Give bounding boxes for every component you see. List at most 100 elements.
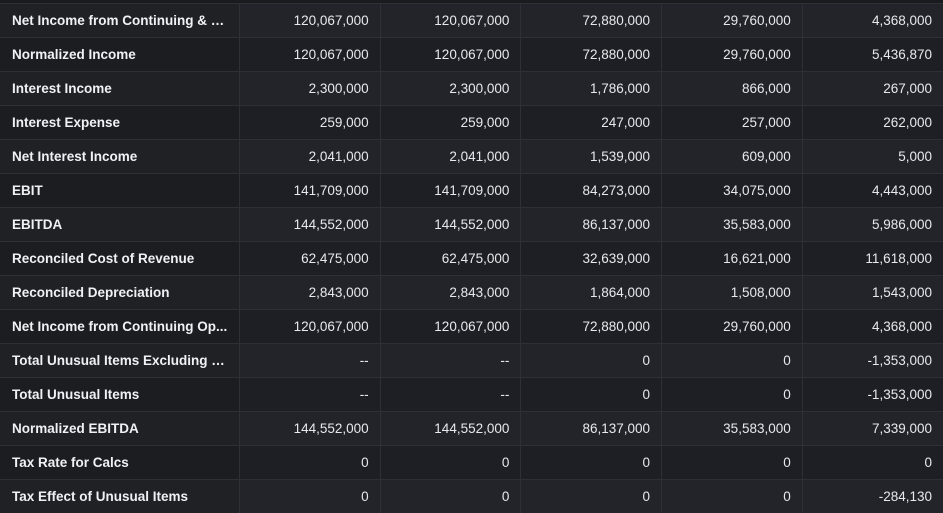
table-row: Tax Effect of Unusual Items 0 0 0 0 -284… — [0, 479, 943, 513]
cell-value: 11,618,000 — [802, 241, 943, 276]
row-label: Interest Expense — [0, 105, 240, 140]
cell-value: 2,041,000 — [380, 139, 522, 174]
cell-value: 120,067,000 — [380, 3, 522, 38]
cell-value: -- — [239, 377, 381, 412]
cell-value: -284,130 — [802, 479, 943, 513]
cell-value: 4,443,000 — [802, 173, 943, 208]
row-label: Tax Rate for Calcs — [0, 445, 240, 480]
financials-table: Net Income from Continuing & D... 120,06… — [0, 3, 943, 513]
cell-value: 120,067,000 — [380, 37, 522, 72]
row-label: Normalized Income — [0, 37, 240, 72]
cell-value: 5,986,000 — [802, 207, 943, 242]
cell-value: 866,000 — [661, 71, 803, 106]
cell-value: 35,583,000 — [661, 207, 803, 242]
table-row: Net Income from Continuing Op... 120,067… — [0, 309, 943, 344]
cell-value: 1,539,000 — [520, 139, 663, 174]
cell-value: 120,067,000 — [239, 37, 381, 72]
cell-value: 2,300,000 — [380, 71, 522, 106]
cell-value: 1,786,000 — [520, 71, 663, 106]
cell-value: 86,137,000 — [520, 207, 663, 242]
table-row: Total Unusual Items Excluding G... -- --… — [0, 343, 943, 378]
cell-value: 0 — [661, 479, 803, 513]
cell-value: 144,552,000 — [239, 411, 381, 446]
cell-value: 0 — [661, 377, 803, 412]
cell-value: 34,075,000 — [661, 173, 803, 208]
cell-value: -- — [239, 343, 381, 378]
table-row: Reconciled Cost of Revenue 62,475,000 62… — [0, 241, 943, 276]
cell-value: 72,880,000 — [520, 3, 663, 38]
cell-value: 29,760,000 — [661, 309, 803, 344]
table-row: Tax Rate for Calcs 0 0 0 0 0 — [0, 445, 943, 480]
cell-value: 120,067,000 — [239, 309, 381, 344]
cell-value: 29,760,000 — [661, 37, 803, 72]
cell-value: 0 — [661, 343, 803, 378]
cell-value: -1,353,000 — [802, 343, 943, 378]
cell-value: 0 — [802, 445, 943, 480]
cell-value: 4,368,000 — [802, 3, 943, 38]
cell-value: 1,508,000 — [661, 275, 803, 310]
table-row: Net Interest Income 2,041,000 2,041,000 … — [0, 139, 943, 174]
cell-value: 2,300,000 — [239, 71, 381, 106]
cell-value: -- — [380, 377, 522, 412]
cell-value: 259,000 — [380, 105, 522, 140]
cell-value: 62,475,000 — [239, 241, 381, 276]
cell-value: 0 — [661, 445, 803, 480]
table-row: Interest Expense 259,000 259,000 247,000… — [0, 105, 943, 140]
row-label: Reconciled Cost of Revenue — [0, 241, 240, 276]
row-label: Net Income from Continuing & D... — [0, 3, 240, 38]
cell-value: 0 — [239, 479, 381, 513]
row-label: Net Interest Income — [0, 139, 240, 174]
cell-value: 144,552,000 — [380, 207, 522, 242]
table-row: Normalized Income 120,067,000 120,067,00… — [0, 37, 943, 72]
table-row: Reconciled Depreciation 2,843,000 2,843,… — [0, 275, 943, 310]
cell-value: 32,639,000 — [520, 241, 663, 276]
cell-value: 1,543,000 — [802, 275, 943, 310]
cell-value: 0 — [380, 445, 522, 480]
row-label: Total Unusual Items Excluding G... — [0, 343, 240, 378]
cell-value: 259,000 — [239, 105, 381, 140]
row-label: EBIT — [0, 173, 240, 208]
cell-value: 141,709,000 — [380, 173, 522, 208]
cell-value: 29,760,000 — [661, 3, 803, 38]
cell-value: -1,353,000 — [802, 377, 943, 412]
cell-value: 84,273,000 — [520, 173, 663, 208]
table-row: EBITDA 144,552,000 144,552,000 86,137,00… — [0, 207, 943, 242]
cell-value: 5,000 — [802, 139, 943, 174]
cell-value: 2,843,000 — [239, 275, 381, 310]
table-row: Interest Income 2,300,000 2,300,000 1,78… — [0, 71, 943, 106]
cell-value: 0 — [239, 445, 381, 480]
cell-value: 0 — [520, 377, 663, 412]
cell-value: 262,000 — [802, 105, 943, 140]
cell-value: 0 — [520, 445, 663, 480]
cell-value: 257,000 — [661, 105, 803, 140]
table-row: EBIT 141,709,000 141,709,000 84,273,000 … — [0, 173, 943, 208]
table-row: Net Income from Continuing & D... 120,06… — [0, 3, 943, 38]
cell-value: 0 — [520, 479, 663, 513]
cell-value: 0 — [380, 479, 522, 513]
cell-value: 16,621,000 — [661, 241, 803, 276]
row-label: Interest Income — [0, 71, 240, 106]
row-label: Tax Effect of Unusual Items — [0, 479, 240, 513]
cell-value: 2,843,000 — [380, 275, 522, 310]
cell-value: 267,000 — [802, 71, 943, 106]
row-label: EBITDA — [0, 207, 240, 242]
cell-value: 4,368,000 — [802, 309, 943, 344]
cell-value: 1,864,000 — [520, 275, 663, 310]
row-label: Net Income from Continuing Op... — [0, 309, 240, 344]
table-row: Normalized EBITDA 144,552,000 144,552,00… — [0, 411, 943, 446]
cell-value: 0 — [520, 343, 663, 378]
cell-value: 5,436,870 — [802, 37, 943, 72]
cell-value: 609,000 — [661, 139, 803, 174]
cell-value: 35,583,000 — [661, 411, 803, 446]
row-label: Reconciled Depreciation — [0, 275, 240, 310]
cell-value: 2,041,000 — [239, 139, 381, 174]
cell-value: 86,137,000 — [520, 411, 663, 446]
cell-value: -- — [380, 343, 522, 378]
row-label: Total Unusual Items — [0, 377, 240, 412]
cell-value: 7,339,000 — [802, 411, 943, 446]
cell-value: 247,000 — [520, 105, 663, 140]
cell-value: 144,552,000 — [239, 207, 381, 242]
cell-value: 120,067,000 — [239, 3, 381, 38]
cell-value: 62,475,000 — [380, 241, 522, 276]
cell-value: 141,709,000 — [239, 173, 381, 208]
